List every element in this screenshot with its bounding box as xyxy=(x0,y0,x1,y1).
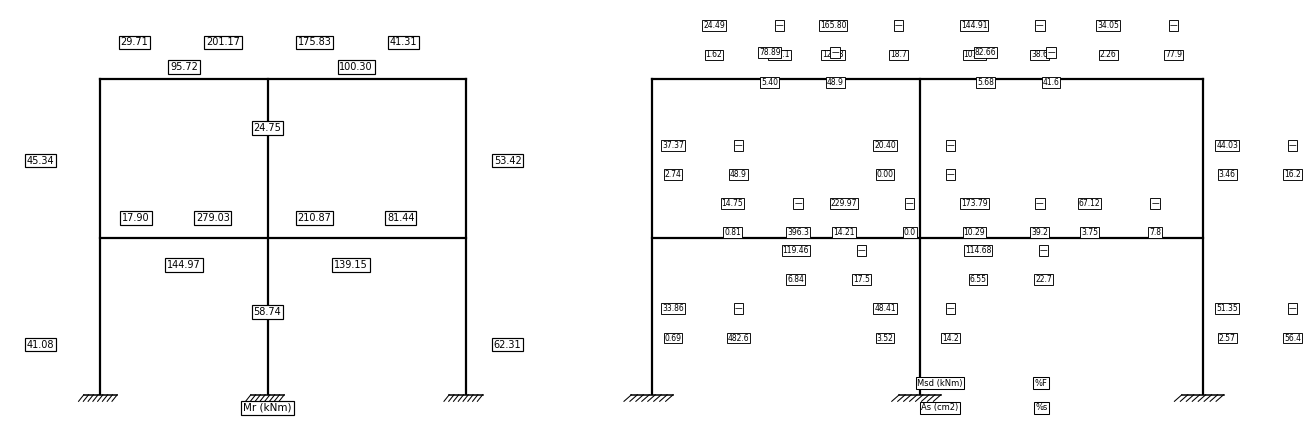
Text: 82.66: 82.66 xyxy=(975,48,996,57)
Text: 144.97: 144.97 xyxy=(167,260,201,270)
Text: 10.29: 10.29 xyxy=(963,228,985,237)
Text: 148.1: 148.1 xyxy=(769,51,791,59)
Text: 173.79: 173.79 xyxy=(960,199,988,208)
Text: 95.72: 95.72 xyxy=(170,62,198,72)
Text: 210.87: 210.87 xyxy=(298,213,331,223)
Text: 78.89: 78.89 xyxy=(760,48,780,57)
Text: 81.44: 81.44 xyxy=(386,213,415,223)
Text: 14.21: 14.21 xyxy=(834,228,855,237)
Text: 10.56: 10.56 xyxy=(963,51,985,59)
Text: 16.2: 16.2 xyxy=(1284,170,1301,179)
Text: —: — xyxy=(1047,48,1054,57)
Text: —: — xyxy=(735,304,743,313)
Text: As (cm2): As (cm2) xyxy=(921,403,959,412)
Text: 0.69: 0.69 xyxy=(664,333,681,342)
Text: 20.40: 20.40 xyxy=(874,141,897,150)
Text: 41.08: 41.08 xyxy=(26,340,55,349)
Text: —: — xyxy=(895,21,902,30)
Text: —: — xyxy=(1289,141,1296,150)
Text: —: — xyxy=(857,246,865,255)
Text: 34.05: 34.05 xyxy=(1098,21,1120,30)
Text: 229.97: 229.97 xyxy=(831,199,857,208)
Text: 14.2: 14.2 xyxy=(942,333,959,342)
Text: 279.03: 279.03 xyxy=(196,213,230,223)
Text: 1.62: 1.62 xyxy=(706,51,723,59)
Text: 22.7: 22.7 xyxy=(1035,275,1052,284)
Text: —: — xyxy=(1169,21,1177,30)
Text: —: — xyxy=(775,21,783,30)
Text: 62.31: 62.31 xyxy=(493,340,522,349)
Text: 39.2: 39.2 xyxy=(1031,228,1048,237)
Text: 5.40: 5.40 xyxy=(761,78,778,87)
Text: 3.75: 3.75 xyxy=(1081,228,1098,237)
Text: 165.80: 165.80 xyxy=(820,21,846,30)
Text: 119.46: 119.46 xyxy=(783,246,809,255)
Text: 41.31: 41.31 xyxy=(389,37,418,47)
Text: 0.0: 0.0 xyxy=(903,228,916,237)
Text: 18.7: 18.7 xyxy=(890,51,907,59)
Text: 0.81: 0.81 xyxy=(724,228,741,237)
Text: —: — xyxy=(1036,21,1044,30)
Text: —: — xyxy=(1289,304,1296,313)
Text: 3.52: 3.52 xyxy=(877,333,894,342)
Text: 6.55: 6.55 xyxy=(970,275,987,284)
Text: 144.91: 144.91 xyxy=(960,21,988,30)
Text: 37.37: 37.37 xyxy=(662,141,684,150)
Text: 5.68: 5.68 xyxy=(977,78,994,87)
Text: 114.68: 114.68 xyxy=(964,246,992,255)
Text: Mr (kNm): Mr (kNm) xyxy=(243,403,292,413)
Text: 0.00: 0.00 xyxy=(877,170,894,179)
Text: 396.3: 396.3 xyxy=(787,228,809,237)
Text: —: — xyxy=(735,141,743,150)
Text: —: — xyxy=(1040,246,1048,255)
Text: 33.86: 33.86 xyxy=(662,304,684,313)
Text: 17.90: 17.90 xyxy=(123,213,150,223)
Text: 51.35: 51.35 xyxy=(1216,304,1238,313)
Text: 201.17: 201.17 xyxy=(206,37,240,47)
Text: %s: %s xyxy=(1035,403,1048,412)
Text: 24.75: 24.75 xyxy=(253,123,282,133)
Text: 3.46: 3.46 xyxy=(1219,170,1236,179)
Text: 2.57: 2.57 xyxy=(1219,333,1236,342)
Text: 139.15: 139.15 xyxy=(334,260,368,270)
Text: 17.5: 17.5 xyxy=(853,275,869,284)
Text: Msd (kNm): Msd (kNm) xyxy=(917,379,963,388)
Text: —: — xyxy=(1036,199,1044,208)
Text: 48.9: 48.9 xyxy=(729,170,746,179)
Text: 67.12: 67.12 xyxy=(1079,199,1100,208)
Text: —: — xyxy=(831,48,839,57)
Text: —: — xyxy=(946,304,954,313)
Text: —: — xyxy=(1151,199,1159,208)
Text: 77.9: 77.9 xyxy=(1165,51,1182,59)
Text: 44.03: 44.03 xyxy=(1216,141,1238,150)
Text: 45.34: 45.34 xyxy=(26,156,55,166)
Text: 48.9: 48.9 xyxy=(827,78,843,87)
Text: 100.30: 100.30 xyxy=(339,62,373,72)
Text: 41.6: 41.6 xyxy=(1043,78,1060,87)
Text: %F: %F xyxy=(1035,379,1048,388)
Text: 58.74: 58.74 xyxy=(253,307,282,317)
Text: 56.4: 56.4 xyxy=(1284,333,1301,342)
Text: 12.38: 12.38 xyxy=(822,51,844,59)
Text: 2.26: 2.26 xyxy=(1100,51,1117,59)
Text: 482.6: 482.6 xyxy=(728,333,749,342)
Text: 6.84: 6.84 xyxy=(787,275,804,284)
Text: 24.49: 24.49 xyxy=(703,21,724,30)
Text: 175.83: 175.83 xyxy=(298,37,331,47)
Text: —: — xyxy=(946,170,954,179)
Text: 38.6: 38.6 xyxy=(1031,51,1048,59)
Text: 29.71: 29.71 xyxy=(120,37,149,47)
Text: —: — xyxy=(795,199,801,208)
Text: —: — xyxy=(906,199,914,208)
Text: 2.74: 2.74 xyxy=(664,170,681,179)
Text: 14.75: 14.75 xyxy=(722,199,744,208)
Text: 7.8: 7.8 xyxy=(1150,228,1161,237)
Text: —: — xyxy=(946,141,954,150)
Text: 53.42: 53.42 xyxy=(493,156,522,166)
Text: 48.41: 48.41 xyxy=(874,304,895,313)
